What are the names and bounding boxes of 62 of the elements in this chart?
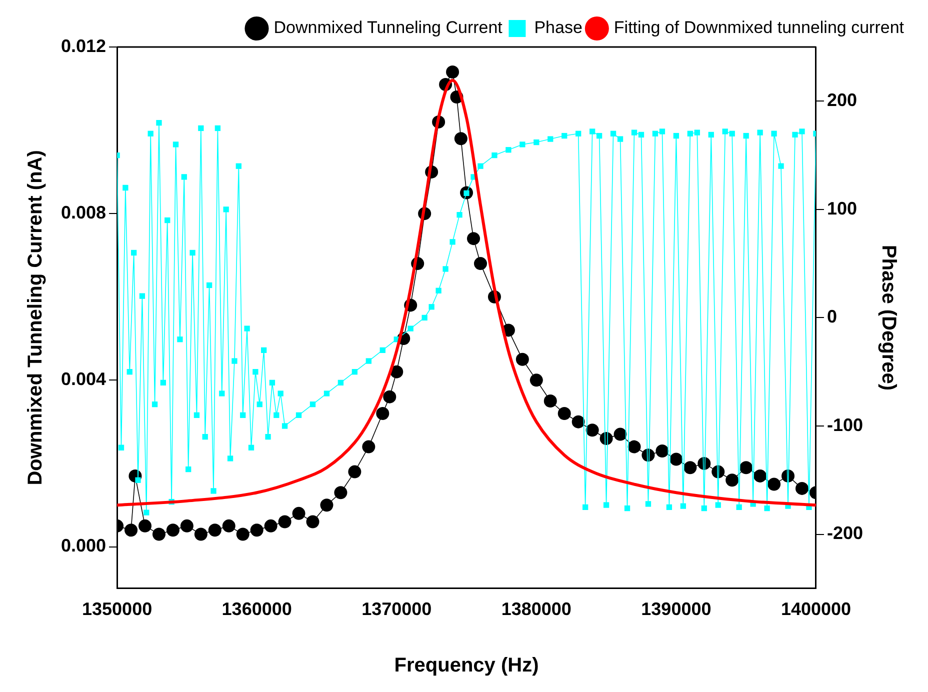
- point: [264, 519, 278, 532]
- y-tick-label: 0.012: [60, 36, 106, 56]
- point: [558, 406, 571, 420]
- legend-label: Downmixed Tunneling Current: [274, 18, 503, 38]
- y2-tick-label: 200: [826, 90, 858, 110]
- point: [454, 132, 468, 146]
- point: [467, 232, 480, 246]
- legend-label: Phase: [534, 18, 582, 38]
- point: [474, 257, 487, 270]
- point: [348, 465, 362, 478]
- x-tick-label: 1350000: [82, 599, 152, 620]
- point: [292, 506, 306, 520]
- y2-tick-label: 0: [826, 306, 837, 327]
- point: [194, 528, 208, 541]
- point: [586, 424, 599, 437]
- point: [390, 365, 404, 378]
- point: [250, 524, 264, 537]
- point: [614, 428, 627, 441]
- point: [334, 486, 348, 500]
- y-tick-label: 0.004: [60, 369, 106, 390]
- x-tick-label: 1360000: [222, 599, 292, 620]
- y2-tick-label: -200: [826, 523, 864, 544]
- point: [138, 519, 152, 532]
- point: [795, 482, 808, 495]
- point: [180, 519, 194, 532]
- point: [544, 394, 557, 408]
- point: [306, 515, 320, 528]
- point: [656, 444, 669, 458]
- point: [236, 528, 250, 541]
- x-tick-label: 1380000: [501, 599, 572, 620]
- point: [376, 406, 390, 420]
- y-tick-label: 0.000: [60, 536, 106, 556]
- point: [516, 352, 529, 366]
- point: [124, 524, 138, 537]
- point: [152, 528, 166, 541]
- point: [362, 440, 376, 454]
- point: [278, 515, 292, 528]
- point: [530, 374, 543, 387]
- x-tick-label: 1390000: [641, 599, 712, 620]
- point: [670, 452, 683, 466]
- point: [208, 524, 222, 537]
- x-tick-label: 1400000: [780, 599, 852, 620]
- point: [628, 440, 641, 454]
- x-axis-title: Frequency (Hz): [394, 654, 539, 677]
- point: [740, 461, 753, 474]
- y-tick-label: 0.008: [60, 202, 106, 223]
- point: [222, 519, 236, 532]
- point: [726, 474, 739, 487]
- point: [754, 469, 767, 482]
- y-axis-title: Downmixed Tunneling Current (nA): [24, 150, 47, 486]
- legend-label: Fitting of Downmixed tunneling current: [614, 18, 904, 38]
- point: [768, 478, 781, 491]
- point: [684, 461, 697, 474]
- point: [572, 415, 585, 428]
- y2-axis-title: Phase (Degree): [877, 244, 900, 391]
- point: [320, 498, 334, 512]
- point: [166, 524, 180, 537]
- x-tick-label: 1370000: [362, 599, 432, 620]
- point: [446, 65, 460, 78]
- y2-tick-label: -100: [826, 414, 864, 435]
- point: [383, 390, 396, 404]
- y2-tick-label: 100: [826, 198, 858, 218]
